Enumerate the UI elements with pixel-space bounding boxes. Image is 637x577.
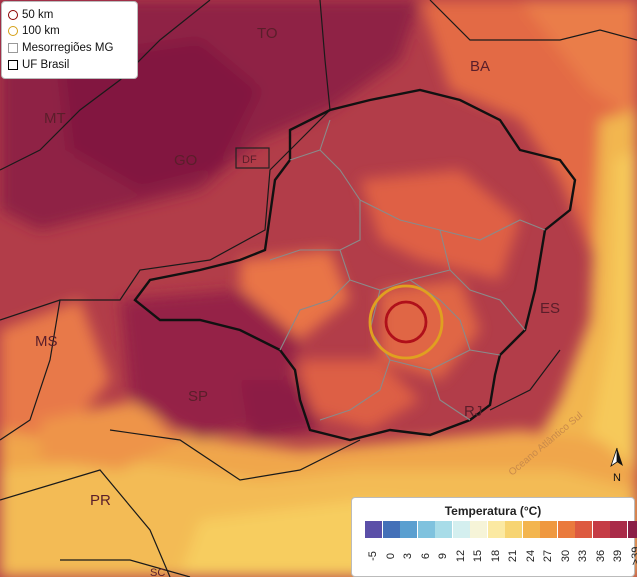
- colorbar-swatch: [522, 521, 540, 538]
- colorbar-tick-label: 9: [437, 552, 449, 560]
- colorbar-tick-label: 36: [594, 549, 607, 563]
- square-icon: [8, 59, 18, 70]
- colorbar-tick-label: 18: [489, 549, 502, 563]
- colorbar-tick-label: 30: [559, 549, 572, 563]
- state-label-ms: MS: [35, 333, 58, 350]
- colorbar-title: Temperatura (°C): [444, 504, 542, 518]
- colorbar-ticks: -5 0 3 6 9 12 15 18 21 24 27 30 33 36 39 >39: [365, 542, 637, 572]
- state-label-sp: SP: [188, 388, 208, 405]
- state-label-mt: MT: [44, 110, 66, 127]
- mesoregion-borders: [269, 119, 546, 421]
- state-label-rj: RJ: [464, 403, 482, 420]
- mg-border: [133, 88, 577, 442]
- radius-100km-circle: [368, 284, 444, 360]
- north-arrow: N: [606, 446, 628, 486]
- colorbar-swatch: [505, 521, 522, 538]
- legend-item-mesoregions: Mesorregiões MG: [8, 41, 113, 55]
- colorbar-swatch: [365, 521, 382, 538]
- colorbar-swatch: [452, 521, 470, 538]
- state-label-df: DF: [242, 154, 257, 166]
- square-icon: [8, 42, 18, 53]
- north-label: N: [613, 472, 621, 484]
- colorbar-swatch: [470, 521, 487, 538]
- colorbar-swatch: [540, 521, 557, 538]
- colorbar-tick-label: 21: [507, 549, 519, 563]
- colorbar-swatch: [382, 521, 400, 538]
- colorbar-swatch: [400, 521, 417, 538]
- map-legend: 50 km 100 km Mesorregiões MG UF Brasil: [1, 1, 138, 79]
- legend-item-uf: UF Brasil: [8, 58, 69, 72]
- legend-item-50km: 50 km: [8, 8, 53, 22]
- colorbar-tick-label: 27: [542, 549, 554, 563]
- state-label-ba: BA: [470, 58, 490, 75]
- colorbar-tick-label: 39: [612, 549, 624, 563]
- colorbar-tick-label: >39: [629, 546, 637, 566]
- colorbar-swatch: [487, 521, 505, 538]
- legend-label: 50 km: [22, 9, 54, 21]
- state-label-to: TO: [257, 25, 278, 42]
- colorbar-swatches: [365, 521, 637, 538]
- circle-icon: [8, 25, 18, 36]
- state-label-pr: PR: [90, 492, 111, 509]
- colorbar-swatch: [435, 521, 452, 538]
- circle-icon: [8, 9, 18, 20]
- colorbar-tick-label: 24: [524, 549, 537, 563]
- state-label-go: GO: [174, 152, 197, 169]
- colorbar-tick-label: 0: [384, 552, 397, 560]
- radius-50km-circle: [384, 300, 428, 344]
- colorbar-tick-label: 15: [472, 549, 484, 563]
- colorbar-tick-label: 6: [419, 552, 432, 560]
- legend-label: 100 km: [22, 25, 60, 37]
- colorbar-tick-label: 33: [577, 549, 589, 563]
- state-label-es: ES: [540, 300, 560, 317]
- colorbar-swatch: [575, 521, 592, 538]
- colorbar-tick-label: -5: [367, 551, 379, 561]
- state-label-sc: SC: [150, 567, 165, 577]
- df-box: [235, 147, 270, 169]
- legend-label: UF Brasil: [22, 59, 70, 71]
- temperature-colorbar: Temperatura (°C) -5 0 3 6 9 12 15 18 21 24 27 30 33 3…: [351, 497, 637, 577]
- north-arrow-icon: N: [610, 447, 623, 484]
- colorbar-tick-label: 3: [402, 552, 414, 560]
- colorbar-swatch: [610, 521, 627, 538]
- colorbar-swatch: [592, 521, 610, 538]
- legend-label: Mesorregiões MG: [22, 42, 114, 54]
- colorbar-tick-label: 12: [454, 549, 467, 563]
- colorbar-swatch: [627, 521, 637, 538]
- colorbar-swatch: [557, 521, 575, 538]
- colorbar-swatch: [417, 521, 435, 538]
- legend-item-100km: 100 km: [8, 24, 60, 38]
